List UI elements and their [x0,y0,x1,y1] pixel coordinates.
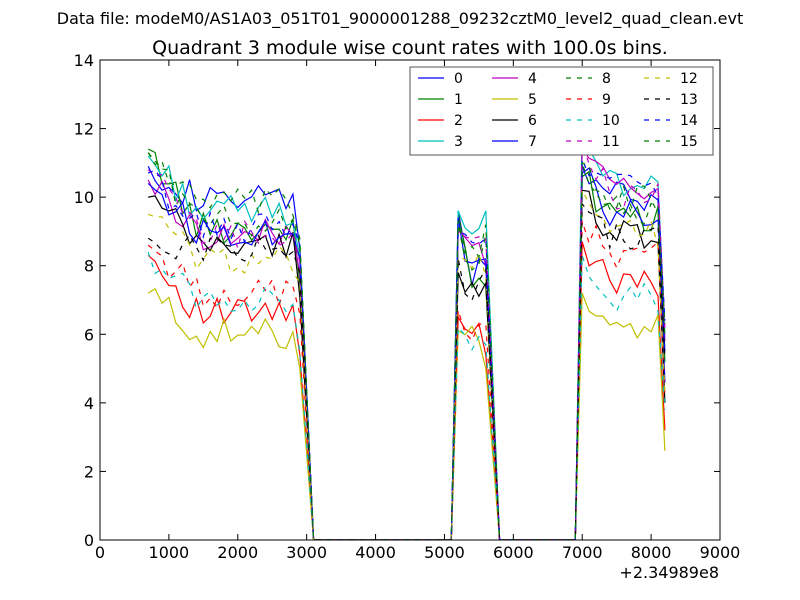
x-tick-label: 5000 [424,543,465,562]
legend-label-4: 4 [528,71,537,87]
legend-label-7: 7 [528,134,537,150]
legend-label-13: 13 [680,92,698,108]
series-line-5 [147,287,666,540]
series-line-4 [147,147,666,540]
x-tick-label: 8000 [631,543,672,562]
legend-label-9: 9 [602,92,611,108]
series-line-6 [148,189,666,540]
axes-frame [99,59,721,541]
series-line-2 [147,241,666,540]
y-axis-tick-labels: 0 2 4 6 8 10 12 14 [74,51,94,550]
chart-title: Quadrant 3 module wise count rates with … [152,37,668,59]
y-tick-label: 14 [74,51,94,70]
y-tick-label: 8 [84,257,94,276]
x-axis-tick-labels: 0 1000 2000 3000 4000 5000 6000 7000 8000 9000 [95,543,740,562]
x-tick-label: 1000 [149,543,190,562]
legend-label-11: 11 [602,134,620,150]
x-axis-offset-label: +2.34989e8 [619,563,719,582]
series-line-10 [147,251,666,540]
y-tick-label: 10 [74,188,94,207]
legend-label-1: 1 [454,92,463,108]
legend-frame [409,66,714,156]
x-tick-label: 4000 [355,543,396,562]
legend-label-10: 10 [602,113,620,129]
series-line-15 [147,152,666,540]
legend-label-8: 8 [602,71,611,87]
series-line-7 [147,167,666,540]
series-line-14 [147,159,666,540]
legend-label-5: 5 [528,92,537,108]
series-line-1 [147,148,666,540]
y-tick-label: 12 [74,120,94,139]
series-line-8 [147,152,666,540]
legend-label-14: 14 [680,113,698,129]
y-tick-label: 4 [84,394,94,413]
legend-label-12: 12 [680,71,698,87]
y-tick-label: 6 [84,325,94,344]
legend-label-6: 6 [528,113,537,129]
series-line-9 [147,220,666,540]
x-tick-label: 6000 [493,543,534,562]
series-line-12 [147,187,666,540]
figure-suptitle: Data file: modeM0/AS1A03_051T01_90000012… [57,9,743,29]
series-line-3 [147,121,666,540]
legend-label-0: 0 [454,71,463,87]
series-line-11 [147,142,666,540]
x-tick-label: 3000 [286,543,327,562]
legend-label-3: 3 [454,134,463,150]
series-line-13 [147,202,666,540]
legend-label-2: 2 [454,113,463,129]
x-tick-label: 7000 [562,543,603,562]
legend-label-15: 15 [680,134,698,150]
x-tick-label: 0 [95,543,105,562]
x-tick-label: 2000 [217,543,258,562]
plot-area [147,121,666,540]
y-tick-label: 2 [84,462,94,481]
axis-ticks [99,59,721,541]
y-tick-label: 0 [84,531,94,550]
x-tick-label: 9000 [700,543,741,562]
